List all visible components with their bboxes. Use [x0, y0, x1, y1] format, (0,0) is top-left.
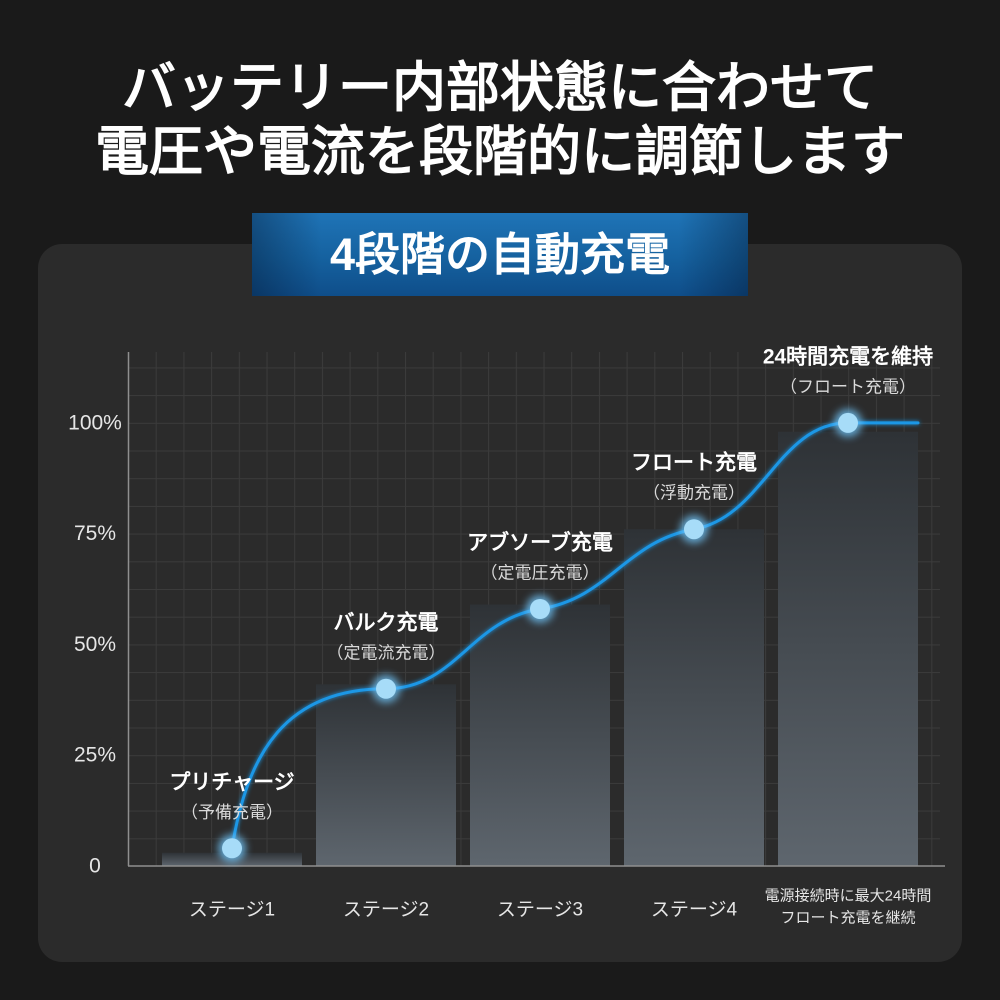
headline-line-2: 電圧や電流を段階的に調節します [95, 122, 905, 182]
x-category-label: ステージ1 [189, 900, 275, 921]
point-label-subtitle: （浮動充電） [643, 484, 745, 503]
x-category-label: 電源接続時に最大24時間 [765, 888, 932, 905]
bar-group [162, 431, 918, 866]
bar-stage-5 [778, 431, 918, 866]
point-label-group: プリチャージ （予備充電） バルク充電 （定電流充電） アブソーブ充電 （定電圧充電） フロ… [169, 344, 933, 821]
x-category-label: ステージ3 [497, 900, 583, 921]
point-label-title: 24時間充電を維持 [763, 344, 933, 368]
x-category-label: フロート充電を継続 [780, 909, 915, 926]
y-tick-label: 25% [74, 744, 116, 767]
data-point-group [218, 408, 862, 863]
data-point [838, 412, 858, 433]
y-axis-tick-labels: 0 25% 50% 75% 100% [68, 411, 122, 877]
point-label-subtitle: （フロート充電） [780, 377, 916, 396]
point-label-subtitle: （予備充電） [181, 803, 283, 822]
point-label-title: バルク充電 [334, 610, 439, 634]
x-category-label: ステージ2 [343, 900, 429, 921]
x-category-label: ステージ4 [651, 900, 738, 921]
bar-stage-4 [624, 529, 764, 866]
point-label-title: プリチャージ [169, 771, 294, 794]
headline-line-1: バッテリー内部状態に合わせて [122, 58, 878, 118]
point-label-subtitle: （定電流充電） [327, 643, 446, 662]
point-label-title: フロート充電 [631, 451, 757, 475]
y-tick-label: 75% [74, 522, 116, 545]
point-label-title: アブソーブ充電 [467, 531, 613, 555]
data-point [684, 519, 704, 540]
chart-title-banner: 4段階の自動充電 [252, 213, 748, 296]
data-point [222, 838, 242, 859]
headline: バッテリー内部状態に合わせて 電圧や電流を段階的に調節します [0, 0, 1000, 200]
y-tick-label: 50% [74, 633, 116, 656]
y-tick-label: 100% [68, 411, 122, 434]
bar-stage-2 [316, 684, 456, 866]
y-tick-label: 0 [89, 855, 101, 878]
data-point [530, 599, 550, 619]
x-axis-category-labels: ステージ1 ステージ2 ステージ3 ステージ4 電源接続時に最大24時間フロート充電を継… [189, 888, 931, 927]
point-label-subtitle: （定電圧充電） [481, 564, 600, 583]
bar-stage-3 [470, 604, 610, 866]
chart-title: 4段階の自動充電 [329, 229, 671, 280]
data-point [376, 678, 396, 699]
